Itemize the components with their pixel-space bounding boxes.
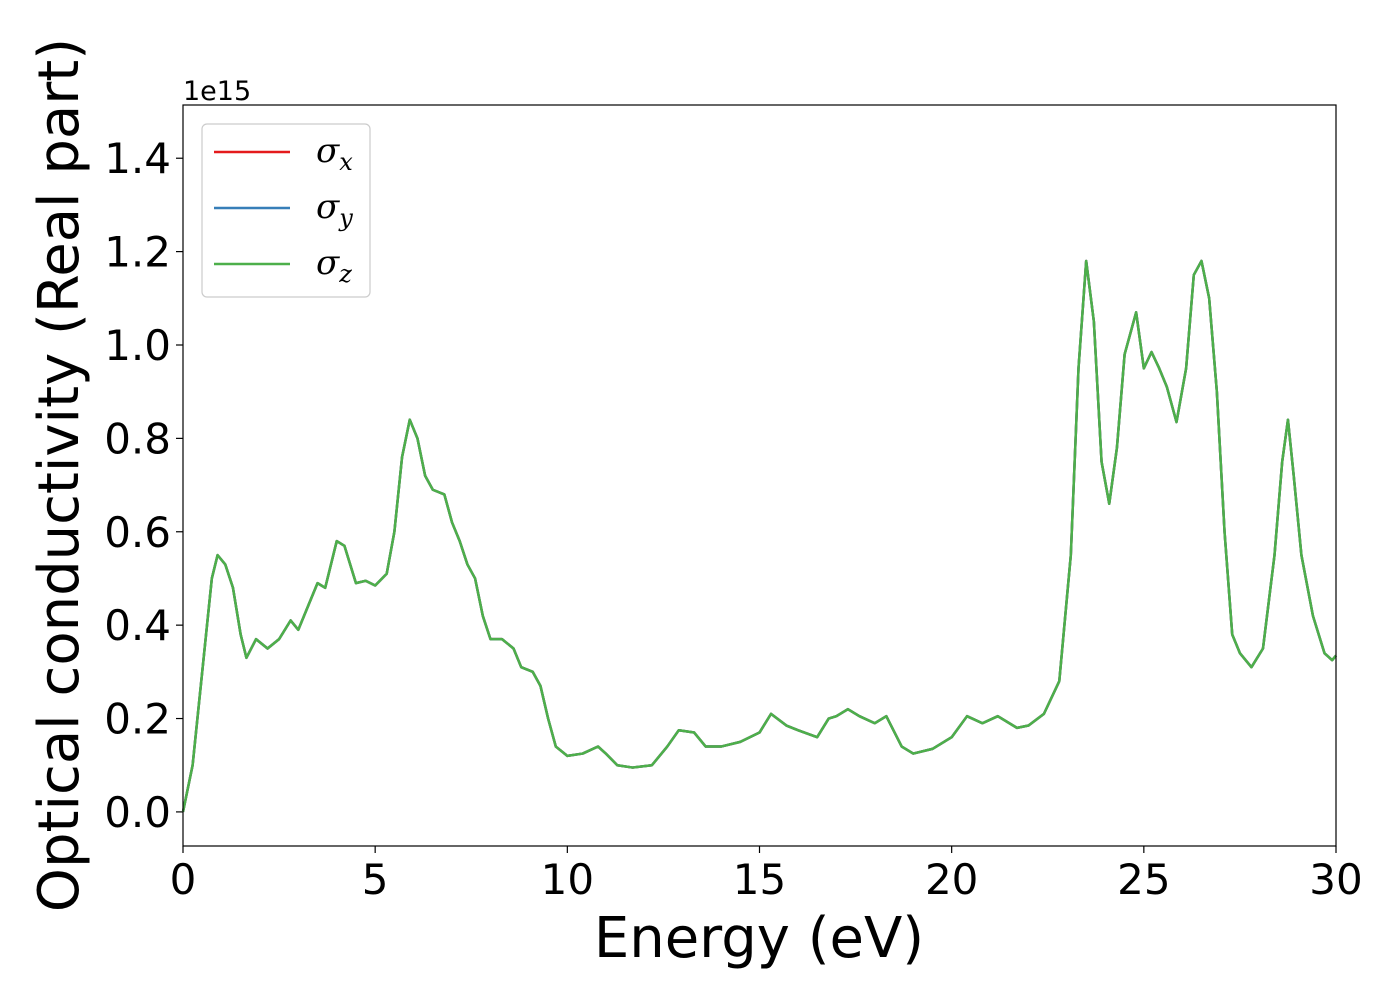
legend-label: σy <box>316 187 353 232</box>
x-tick-label: 25 <box>1117 855 1170 904</box>
legend-label: σz <box>316 243 352 288</box>
y-offset-label: 1e15 <box>183 76 251 107</box>
x-tick-label: 10 <box>541 855 594 904</box>
y-tick-label: 0.2 <box>104 695 171 744</box>
y-axis-label: Optical conductivity (Real part) <box>27 38 92 912</box>
y-tick-label: 1.0 <box>104 321 171 370</box>
x-tick-label: 30 <box>1309 855 1362 904</box>
legend-box <box>201 123 371 298</box>
plot-frame <box>182 104 1337 847</box>
legend-label: σx <box>316 131 353 176</box>
x-axis-label: Energy (eV) <box>594 906 924 971</box>
y-tick-label: 1.2 <box>104 228 171 277</box>
x-tick-label: 5 <box>362 855 389 904</box>
x-tick-label: 20 <box>925 855 978 904</box>
y-tick-label: 0.0 <box>104 788 171 837</box>
y-tick-label: 0.4 <box>104 601 171 650</box>
series-line <box>181 259 1337 813</box>
y-tick-label: 1.4 <box>104 134 171 183</box>
x-tick-label: 15 <box>733 855 786 904</box>
x-tick-label: 0 <box>170 855 197 904</box>
y-tick-label: 0.6 <box>104 508 171 557</box>
legend: σx σy σz <box>201 123 371 298</box>
y-tick-label: 0.8 <box>104 414 171 463</box>
